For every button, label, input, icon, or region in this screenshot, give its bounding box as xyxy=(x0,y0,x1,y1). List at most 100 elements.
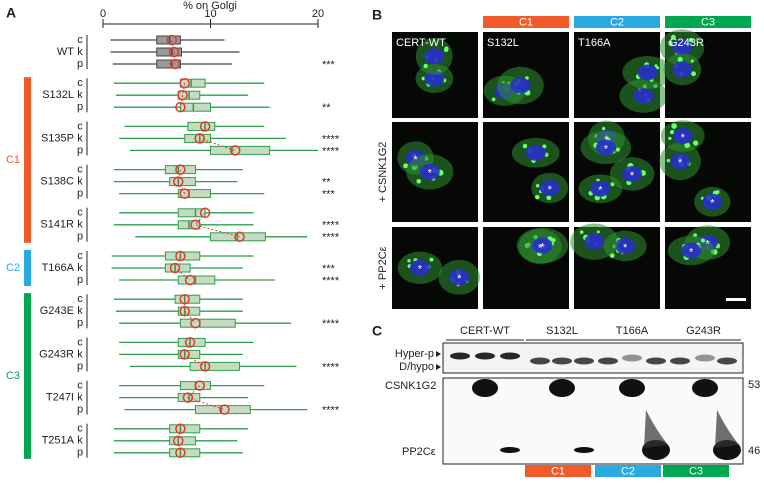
significance: *** xyxy=(322,59,336,71)
box xyxy=(179,78,206,88)
row-label: c xyxy=(77,423,83,435)
class-label: C2 xyxy=(6,262,20,274)
mw-marker: 46 xyxy=(748,445,760,457)
band xyxy=(500,352,520,360)
asterisk: * xyxy=(678,157,683,169)
golgi-spot xyxy=(429,257,434,262)
nucleus xyxy=(539,179,560,196)
row-label: c xyxy=(77,164,83,176)
protein-label: CSNK1G2 xyxy=(385,380,436,392)
row-label: k xyxy=(77,435,83,447)
golgi-spot xyxy=(668,42,673,47)
golgi-spot xyxy=(668,136,672,141)
mean-marker xyxy=(194,380,205,391)
arrowhead xyxy=(436,351,441,370)
band xyxy=(549,379,575,397)
asterisk: * xyxy=(689,246,694,258)
band xyxy=(670,357,690,365)
mean-marker xyxy=(169,262,181,274)
mean-marker xyxy=(179,188,190,199)
nucleus xyxy=(681,242,702,259)
nucleus xyxy=(419,163,440,180)
mean-marker xyxy=(184,274,196,286)
mean-marker xyxy=(199,207,211,219)
asterisk: * xyxy=(706,238,711,250)
row-label: p xyxy=(77,231,83,243)
golgi-spot xyxy=(535,194,540,200)
significance: **** xyxy=(322,318,340,330)
box xyxy=(177,275,216,285)
mean-marker xyxy=(179,293,190,305)
class-footer-label: C1 xyxy=(551,465,565,477)
golgi-spot xyxy=(407,258,411,263)
golgi-spot xyxy=(423,63,428,69)
golgi-spot xyxy=(535,183,540,188)
group-label: WT xyxy=(57,46,74,58)
box xyxy=(189,361,241,371)
golgi-spot xyxy=(403,163,409,169)
row-label: p xyxy=(77,317,83,329)
row-label: c xyxy=(77,250,83,262)
mean-marker xyxy=(168,46,180,58)
band xyxy=(598,357,618,365)
mean-trend xyxy=(187,385,225,411)
band xyxy=(622,354,642,362)
group-label: S135P xyxy=(41,132,74,144)
scale-bar xyxy=(726,298,746,301)
asterisk: * xyxy=(413,154,418,166)
golgi-spot xyxy=(601,126,606,131)
axis-title: % on Golgi xyxy=(183,0,237,12)
asterisk: * xyxy=(604,143,609,155)
nucleus xyxy=(595,139,616,156)
mean-marker xyxy=(190,219,201,231)
significance: **** xyxy=(322,361,340,373)
x-tick-label: 10 xyxy=(204,8,216,20)
class-header-label: C1 xyxy=(519,16,533,28)
golgi-spot xyxy=(691,71,696,77)
mean-marker xyxy=(175,423,186,435)
asterisk: * xyxy=(710,198,715,210)
band xyxy=(552,357,572,365)
mean-marker xyxy=(229,145,241,156)
box xyxy=(194,405,251,415)
asterisk: * xyxy=(681,132,686,144)
asterisk: * xyxy=(428,168,433,180)
state-label: D/hypo xyxy=(399,361,434,373)
panel-letter: A xyxy=(6,5,16,21)
golgi-spot xyxy=(669,129,675,135)
nucleus xyxy=(672,61,693,78)
lane-label: CERT-WT xyxy=(460,325,510,337)
asterisk: * xyxy=(548,184,553,196)
golgi-spot xyxy=(443,47,449,53)
box xyxy=(156,59,181,69)
asterisk: * xyxy=(598,185,603,197)
band xyxy=(530,357,550,365)
nucleus xyxy=(424,70,445,87)
row-label: p xyxy=(77,144,83,156)
golgi-spot xyxy=(693,140,699,146)
mean-marker xyxy=(175,250,186,262)
golgi-spot xyxy=(670,34,676,40)
mean-marker xyxy=(175,164,186,175)
nucleus xyxy=(532,237,553,254)
state-label: Hyper-p xyxy=(395,348,434,360)
band xyxy=(574,447,594,453)
mean-marker xyxy=(179,349,190,360)
band xyxy=(646,357,666,365)
golgi-spot xyxy=(684,142,691,149)
row-label: c xyxy=(77,336,83,348)
golgi-spot xyxy=(610,182,615,187)
significance: **** xyxy=(322,220,340,232)
mw-marker: 53 xyxy=(748,379,760,391)
asterisk: * xyxy=(623,242,628,254)
box xyxy=(177,189,211,199)
golgi-spot xyxy=(700,238,705,243)
class-bar xyxy=(24,293,31,459)
row-label: k xyxy=(77,46,83,58)
asterisk: * xyxy=(538,242,543,254)
group-label: T166A xyxy=(42,262,75,274)
band xyxy=(475,352,495,360)
class-footer-label: C2 xyxy=(621,465,635,477)
band xyxy=(450,352,470,360)
significance: **** xyxy=(322,405,340,417)
